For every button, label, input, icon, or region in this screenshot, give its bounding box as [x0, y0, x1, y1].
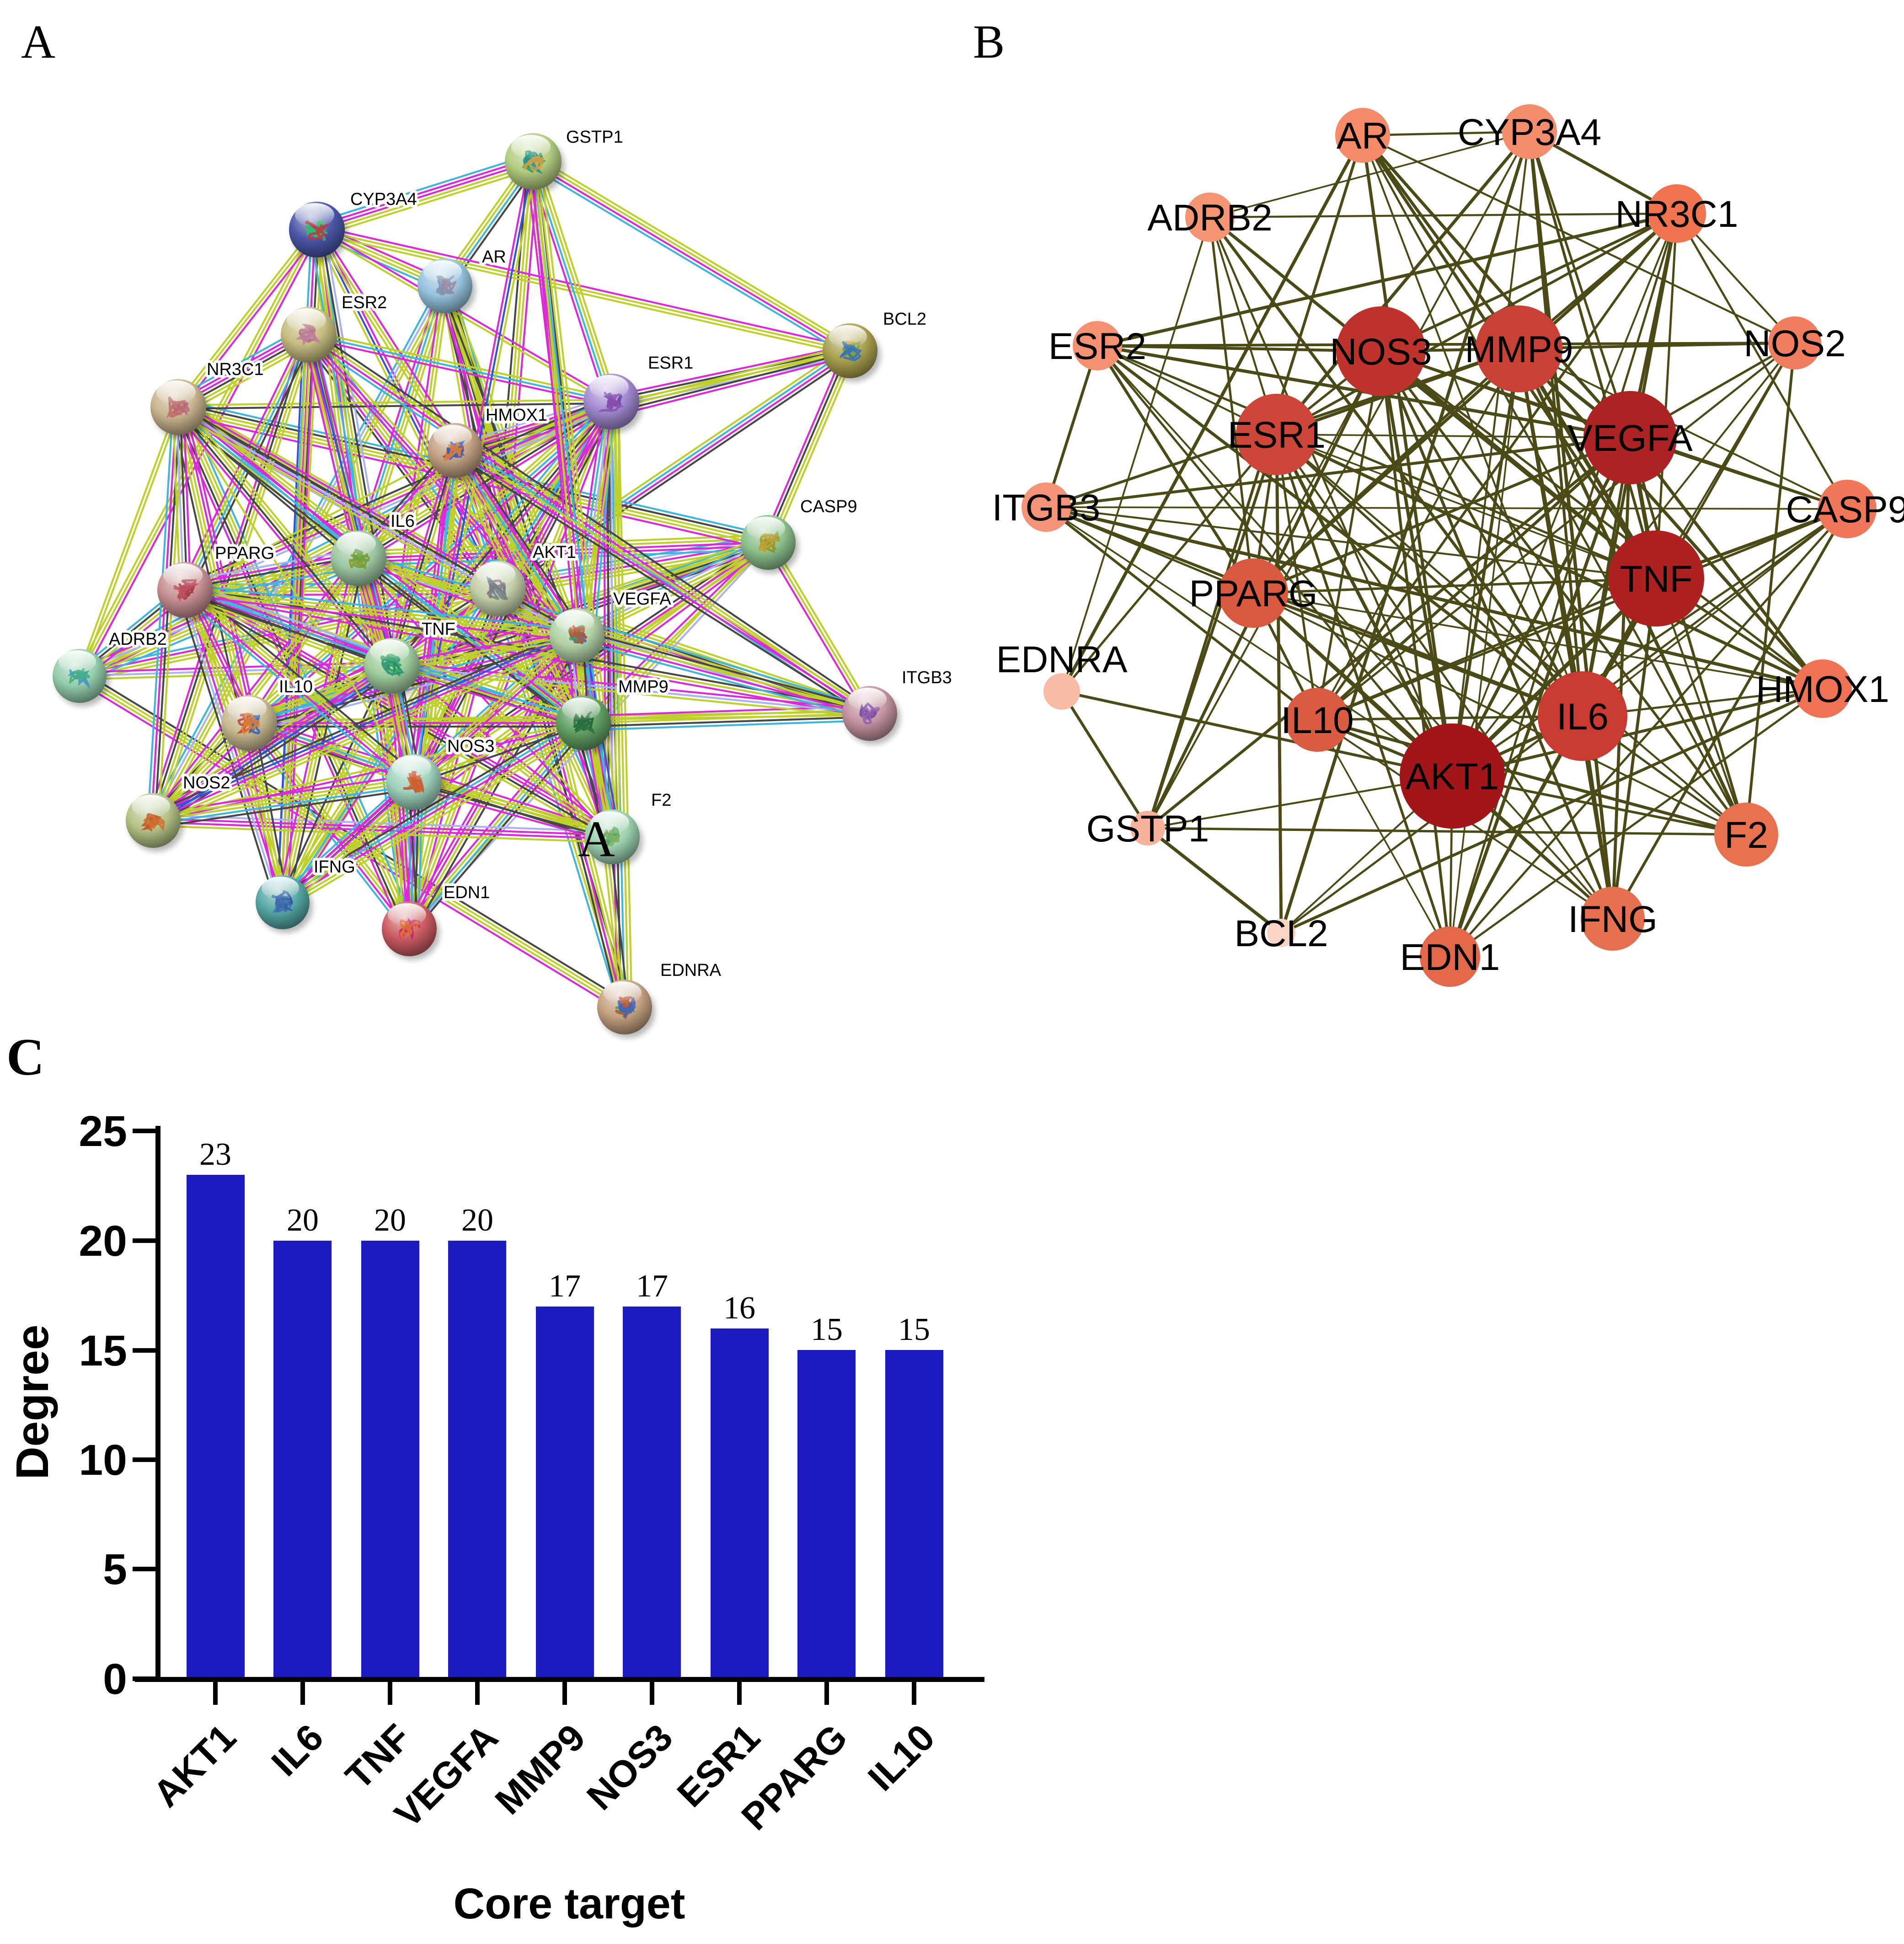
svg-text:ADRB2: ADRB2	[109, 630, 167, 649]
svg-text:0: 0	[103, 1655, 127, 1703]
svg-text:CASP9: CASP9	[800, 497, 857, 516]
svg-text:ITGB3: ITGB3	[902, 668, 952, 687]
svg-text:AKT1: AKT1	[1405, 756, 1499, 798]
svg-text:BCL2: BCL2	[883, 310, 926, 329]
svg-text:15: 15	[898, 1312, 930, 1347]
svg-text:BCL2: BCL2	[1234, 913, 1328, 954]
svg-text:ITGB3: ITGB3	[992, 487, 1101, 529]
svg-text:IL10: IL10	[1281, 700, 1354, 741]
svg-text:EDN1: EDN1	[1400, 937, 1500, 978]
svg-text:CYP3A4: CYP3A4	[1458, 112, 1602, 153]
svg-text:23: 23	[199, 1137, 231, 1172]
svg-text:20: 20	[79, 1217, 127, 1265]
svg-text:B: B	[973, 16, 1005, 68]
svg-text:25: 25	[79, 1107, 127, 1156]
svg-text:TNF: TNF	[422, 620, 455, 639]
svg-text:Core target: Core target	[454, 1880, 685, 1928]
svg-text:VEGFA: VEGFA	[613, 589, 671, 609]
svg-text:MMP9: MMP9	[1465, 329, 1573, 370]
svg-text:20: 20	[461, 1203, 493, 1238]
svg-text:TNF: TNF	[1620, 558, 1692, 600]
svg-text:20: 20	[287, 1203, 319, 1238]
svg-text:NR3C1: NR3C1	[207, 360, 264, 379]
svg-text:A: A	[578, 811, 615, 868]
svg-text:HMOX1: HMOX1	[1756, 669, 1889, 710]
svg-text:17: 17	[636, 1269, 668, 1304]
svg-text:PPARG: PPARG	[215, 544, 274, 563]
svg-text:ADRB2: ADRB2	[1147, 197, 1272, 239]
svg-text:IFNG: IFNG	[314, 857, 355, 877]
svg-text:ESR2: ESR2	[342, 293, 387, 312]
svg-text:5: 5	[103, 1545, 127, 1594]
svg-text:Degree: Degree	[7, 1324, 58, 1479]
svg-text:MMP9: MMP9	[618, 677, 669, 696]
svg-text:AR: AR	[1337, 115, 1389, 157]
svg-text:EDNRA: EDNRA	[660, 961, 722, 980]
svg-text:AKT1: AKT1	[533, 543, 576, 562]
svg-text:VEGFA: VEGFA	[1567, 418, 1693, 459]
svg-text:ESR1: ESR1	[648, 353, 693, 373]
svg-text:F2: F2	[651, 791, 671, 810]
svg-text:IL6: IL6	[390, 512, 415, 531]
svg-text:A: A	[21, 16, 55, 68]
svg-text:15: 15	[79, 1327, 127, 1375]
svg-text:10: 10	[79, 1436, 127, 1484]
svg-text:20: 20	[374, 1203, 406, 1238]
svg-text:NOS2: NOS2	[1744, 323, 1845, 364]
svg-text:F2: F2	[1724, 814, 1768, 856]
svg-text:NOS3: NOS3	[1330, 331, 1432, 373]
svg-text:IL6: IL6	[1556, 696, 1609, 738]
svg-text:CYP3A4: CYP3A4	[350, 190, 417, 209]
svg-text:C: C	[6, 1028, 44, 1086]
svg-text:CASP9: CASP9	[1786, 489, 1904, 530]
svg-text:NOS3: NOS3	[447, 737, 494, 756]
svg-text:17: 17	[549, 1269, 581, 1304]
svg-text:PPARG: PPARG	[1189, 573, 1318, 615]
svg-text:EDN1: EDN1	[444, 883, 490, 902]
svg-text:IL10: IL10	[279, 677, 313, 696]
svg-text:IFNG: IFNG	[1568, 899, 1658, 940]
svg-text:GSTP1: GSTP1	[566, 128, 623, 147]
svg-text:NOS2: NOS2	[183, 773, 230, 793]
svg-text:GSTP1: GSTP1	[1086, 808, 1209, 850]
svg-text:16: 16	[723, 1291, 755, 1326]
svg-text:EDNRA: EDNRA	[996, 639, 1127, 680]
svg-text:ESR2: ESR2	[1048, 326, 1146, 367]
svg-text:HMOX1: HMOX1	[486, 406, 547, 425]
svg-text:ESR1: ESR1	[1228, 414, 1326, 456]
svg-text:NR3C1: NR3C1	[1615, 193, 1738, 235]
svg-text:AR: AR	[482, 247, 506, 267]
svg-text:15: 15	[811, 1312, 843, 1347]
